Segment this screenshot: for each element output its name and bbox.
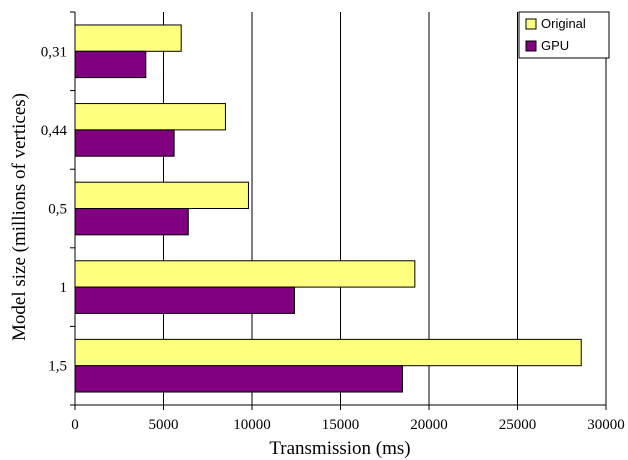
bar-original-1 (74, 103, 226, 131)
bar-gpu-3 (74, 286, 295, 314)
legend-label-original: Original (541, 16, 586, 31)
x-tick-label-2: 10000 (233, 417, 271, 433)
bar-gpu-2 (74, 208, 189, 236)
legend: Original GPU (518, 11, 610, 59)
x-tick-label-5: 25000 (499, 417, 537, 433)
x-tick-label-4: 20000 (410, 417, 448, 433)
bar-gpu-1 (74, 129, 175, 157)
x-tick-label-0: 0 (71, 417, 79, 433)
x-tick-labels: 0 5000 10000 15000 20000 25000 30000 (71, 417, 625, 433)
x-tick-label-1: 5000 (149, 417, 179, 433)
legend-swatch-gpu (525, 40, 537, 52)
bar-original-0 (74, 24, 182, 52)
x-tick-label-6: 30000 (587, 417, 625, 433)
y-tick-label-2: 0,5 (48, 202, 67, 218)
y-tick-label-4: 1,5 (48, 359, 67, 375)
bar-gpu-4 (74, 365, 403, 393)
bar-original-4 (74, 338, 582, 367)
axes (70, 11, 607, 410)
y-tick-label-3: 1 (60, 280, 68, 296)
bar-original-2 (74, 181, 249, 210)
x-tick-label-3: 15000 (322, 417, 360, 433)
x-axis-title: Transmission (ms) (269, 438, 410, 459)
y-tick-label-0: 0,31 (41, 44, 67, 60)
y-tick-label-1: 0,44 (41, 123, 68, 139)
bars (74, 24, 582, 393)
bar-original-3 (74, 260, 416, 288)
bar-gpu-0 (74, 50, 147, 79)
y-axis-title: Model size (millions of vertices) (9, 93, 30, 341)
y-tick-labels: 0,31 0,44 0,5 1 1,5 (41, 44, 68, 374)
legend-swatch-original (525, 18, 537, 30)
legend-label-gpu: GPU (541, 38, 569, 53)
